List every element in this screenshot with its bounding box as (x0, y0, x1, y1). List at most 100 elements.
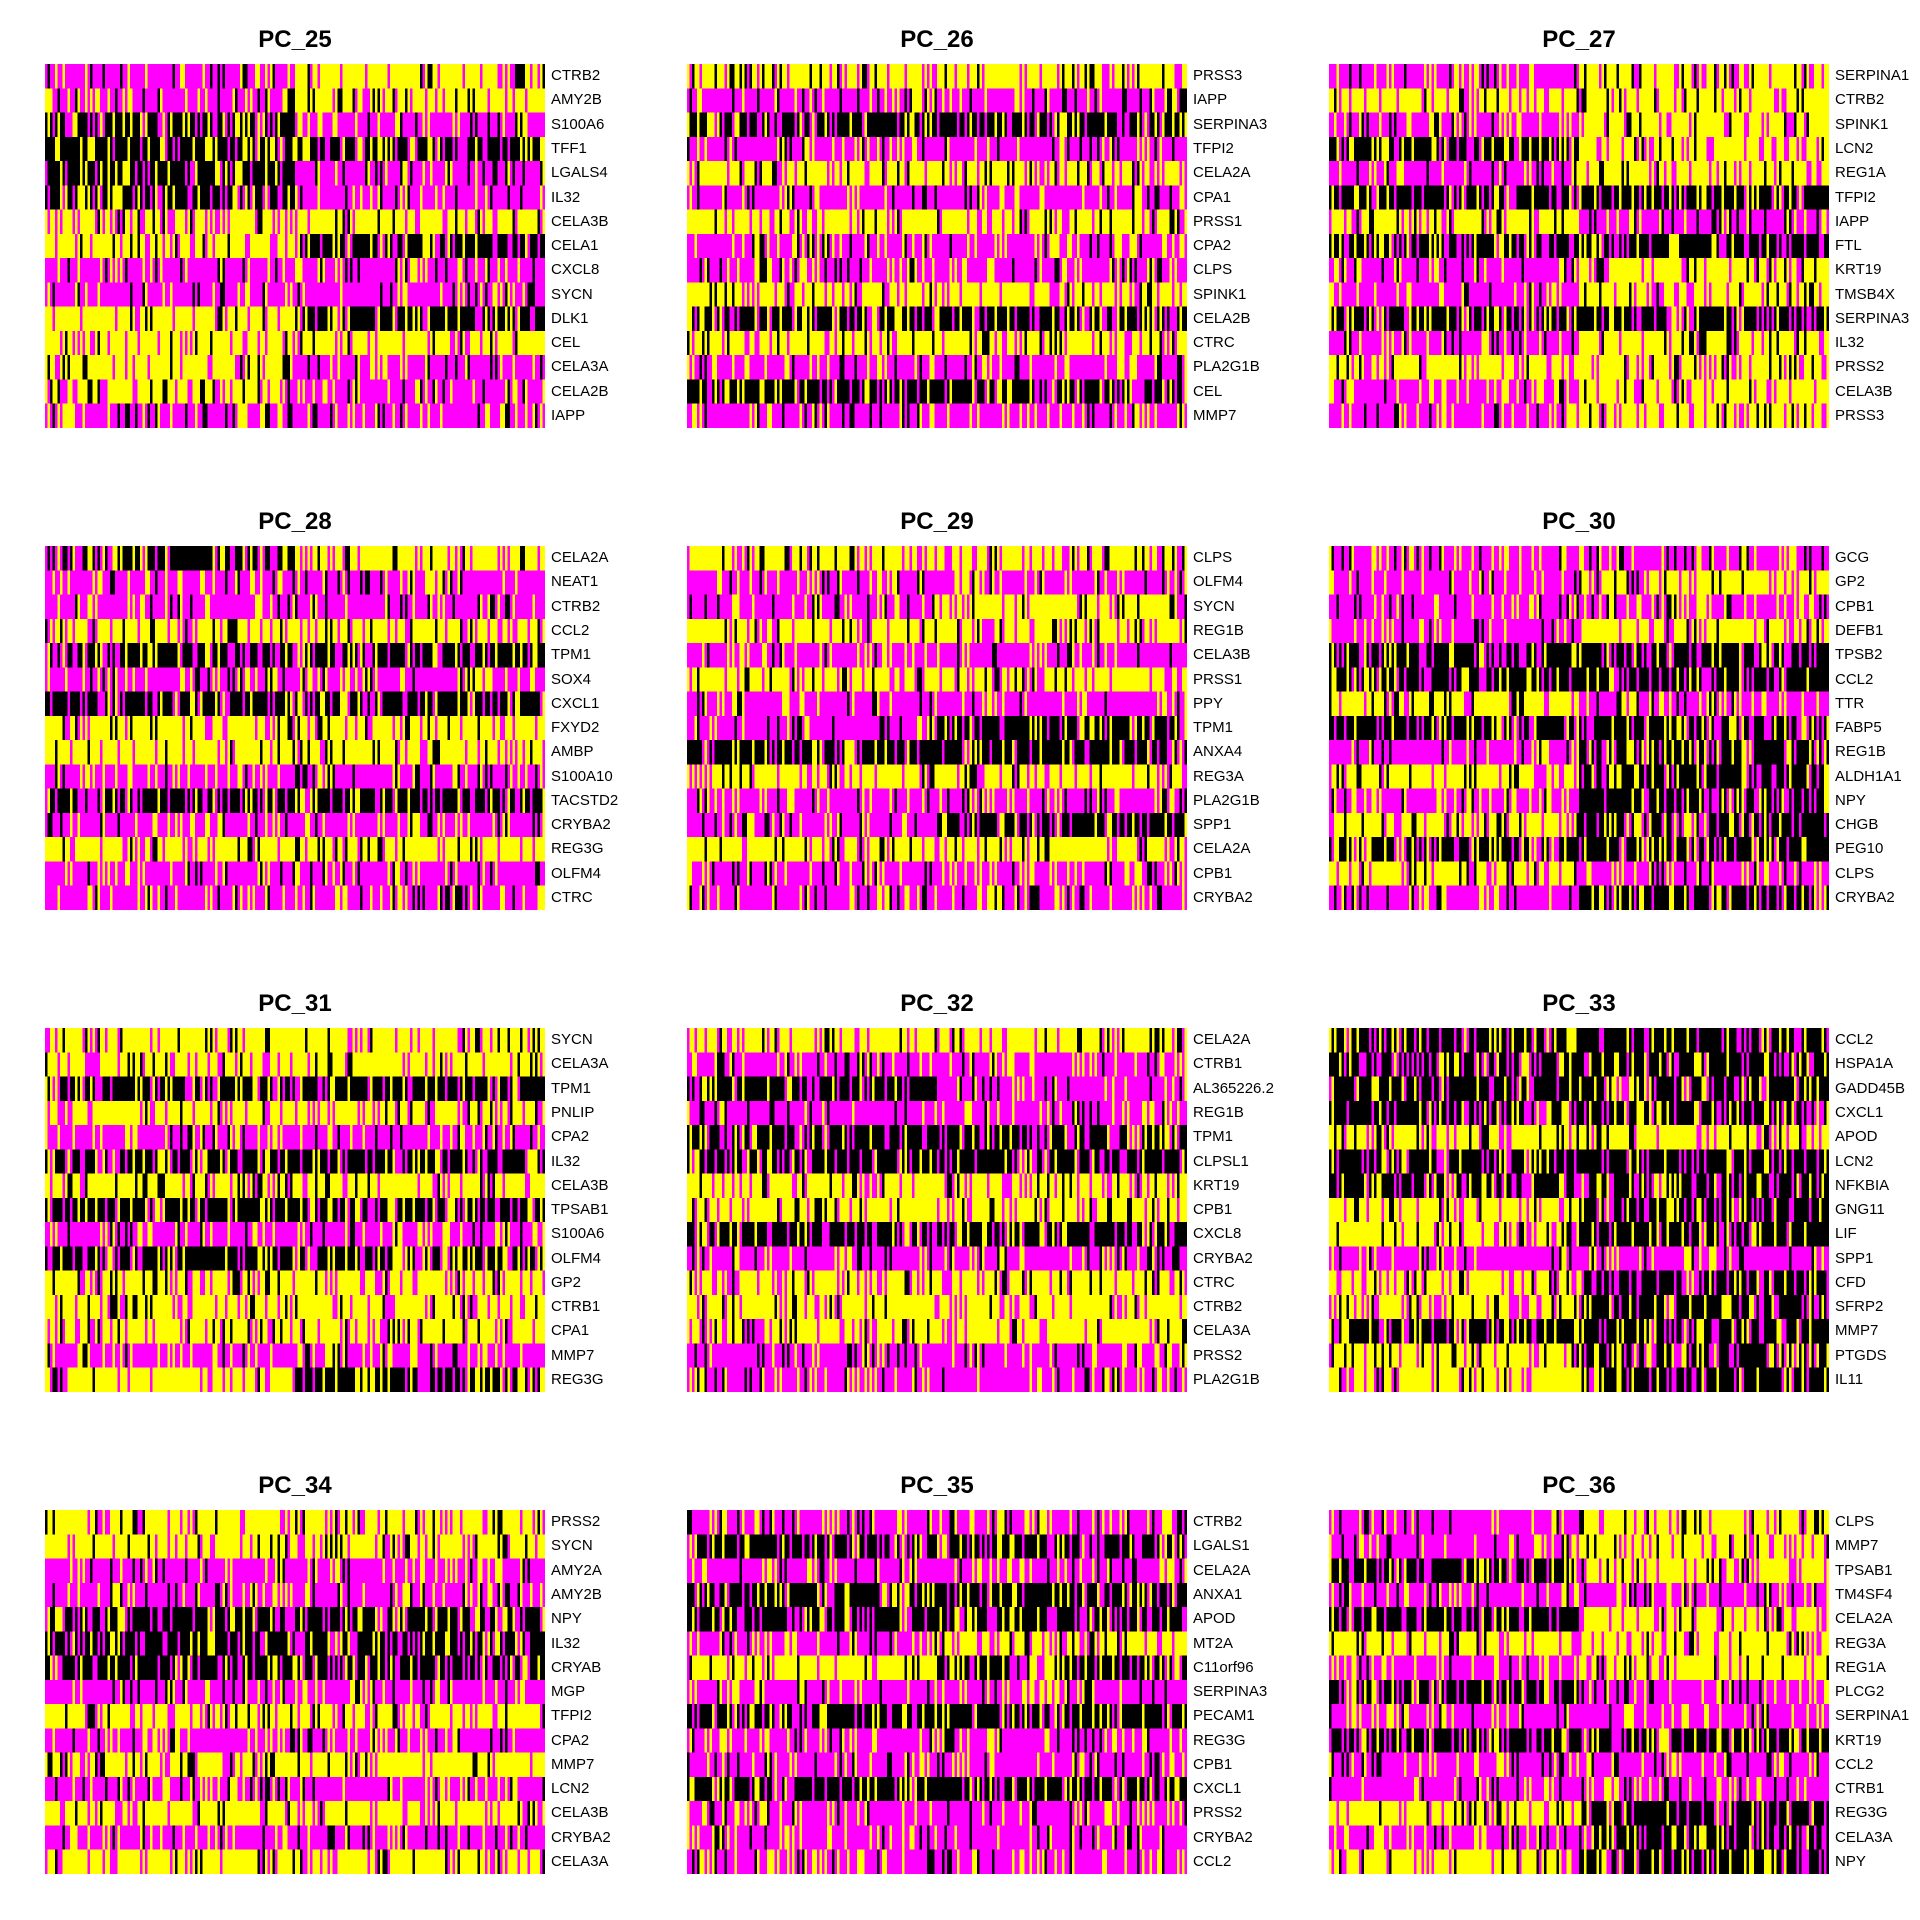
heatmap-cell (192, 136, 196, 162)
heatmap-cell (345, 209, 348, 235)
heatmap-cell (440, 379, 443, 405)
heatmap-cell (1172, 209, 1175, 235)
gene-label: CTRC (1193, 334, 1235, 352)
heatmap-cell (1022, 258, 1025, 283)
heatmap-cell (187, 88, 191, 114)
heatmap-cell (1112, 185, 1115, 211)
heatmap-cell (1109, 88, 1113, 114)
heatmap-cell (417, 112, 421, 138)
heatmap-cell (62, 282, 66, 308)
heatmap-cell (172, 330, 176, 356)
heatmap-cell (964, 258, 968, 283)
heatmap-cell (127, 136, 131, 162)
heatmap-cell (195, 355, 198, 380)
heatmap-cell (714, 185, 718, 211)
heatmap-cell (510, 355, 513, 380)
heatmap-cell (1102, 233, 1105, 259)
heatmap-cell (1137, 233, 1140, 259)
heatmap-cell (502, 112, 506, 138)
heatmap-cell (1099, 136, 1103, 162)
heatmap-cell (300, 258, 303, 283)
heatmap-cell (312, 330, 316, 356)
gene-label: CTRB2 (551, 67, 600, 85)
heatmap-cell (1147, 136, 1150, 162)
heatmap-cell (502, 161, 506, 186)
heatmap-cell (130, 64, 133, 89)
heatmap-cell (435, 88, 438, 114)
heatmap-cell (335, 355, 338, 380)
heatmap-cell (257, 379, 261, 405)
heatmap-cell (1062, 64, 1065, 89)
heatmap-cell (470, 88, 473, 114)
heatmap-cell (125, 64, 128, 89)
heatmap-cell (335, 403, 338, 428)
heatmap-cell (380, 306, 383, 332)
heatmap-cell (302, 403, 306, 428)
heatmap-cell (370, 233, 373, 259)
heatmap-cell (699, 112, 703, 138)
heatmap-cell (212, 306, 216, 332)
heatmap-cell (832, 88, 835, 114)
heatmap-cell (440, 136, 443, 162)
heatmap-cell (867, 136, 870, 162)
heatmap-cell (922, 185, 925, 211)
heatmap-cell (290, 88, 293, 114)
heatmap-cell (125, 306, 128, 332)
heatmap-cell (405, 185, 408, 211)
heatmap-cell (205, 112, 208, 138)
heatmap-cell (1184, 64, 1187, 89)
heatmap-cell (1064, 258, 1068, 283)
heatmap-cell (237, 258, 241, 283)
heatmap-cell (125, 209, 128, 235)
heatmap-cell (490, 355, 493, 380)
heatmap-cell (512, 282, 516, 308)
heatmap-cell (377, 355, 381, 380)
heatmap-cell (407, 185, 411, 211)
heatmap-cell (272, 136, 276, 162)
heatmap-cell (90, 379, 93, 405)
heatmap-cell (505, 136, 508, 162)
heatmap-cell (222, 64, 226, 89)
heatmap-cell (85, 64, 88, 89)
heatmap-cell (1089, 161, 1093, 186)
heatmap-cell (205, 233, 208, 259)
heatmap-cell (47, 355, 51, 380)
heatmap-cell (127, 233, 131, 259)
heatmap-cell (517, 112, 521, 138)
heatmap-cell (1014, 185, 1018, 211)
heatmap-cell (769, 209, 773, 235)
heatmap-cell (247, 136, 251, 162)
heatmap-cell (207, 112, 211, 138)
heatmap-cell (115, 403, 118, 428)
heatmap-cell (265, 88, 268, 114)
heatmap-cell (490, 233, 493, 259)
heatmap-row (687, 112, 1187, 138)
heatmap-cell (475, 355, 478, 380)
heatmap-cell (777, 209, 780, 235)
heatmap-cell (809, 282, 813, 308)
heatmap-cell (952, 185, 955, 211)
heatmap-cell (1119, 136, 1123, 162)
heatmap-cell (485, 330, 488, 356)
heatmap-cell (295, 330, 298, 356)
heatmap-cell (462, 403, 466, 428)
heatmap-cell (977, 64, 980, 89)
heatmap-cell (70, 355, 73, 380)
heatmap-cell (974, 161, 978, 186)
heatmap-cell (467, 88, 471, 114)
heatmap-cell (724, 112, 728, 138)
heatmap-cell (467, 379, 471, 405)
heatmap-cell (1047, 185, 1050, 211)
heatmap-cell (122, 403, 126, 428)
heatmap-cell (767, 282, 770, 308)
heatmap-cell (922, 258, 925, 283)
heatmap-cell (70, 136, 73, 162)
heatmap-cell (182, 233, 186, 259)
heatmap-cell (200, 379, 203, 405)
heatmap-cell (467, 209, 471, 235)
heatmap-cell (202, 112, 206, 138)
heatmap-cell (325, 88, 328, 114)
heatmap-cell (305, 88, 308, 114)
heatmap-cell (717, 136, 720, 162)
heatmap-cell (689, 258, 693, 283)
